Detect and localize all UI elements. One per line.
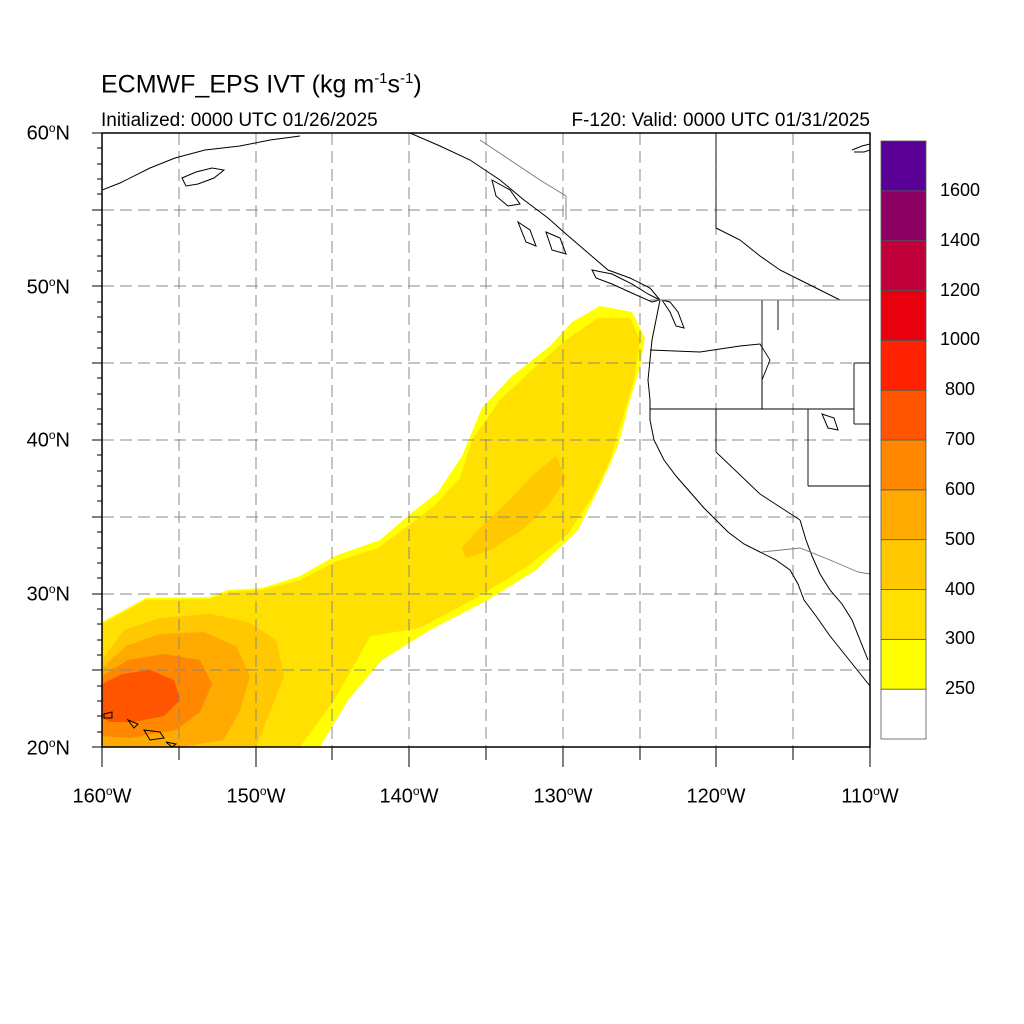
political-boundaries xyxy=(479,133,870,575)
lon-label-130w: 130oW xyxy=(533,784,593,808)
colorbar-box-11 xyxy=(880,140,927,192)
lon-label-110w: 110oW xyxy=(841,784,899,808)
ivt-band-400-east xyxy=(462,456,566,558)
lat-label-50: 50oN xyxy=(26,275,70,299)
colorbar-label-700: 700 xyxy=(944,429,976,449)
colorbar-box-8 xyxy=(880,290,927,341)
colorbar-label-800: 800 xyxy=(944,379,976,400)
colorbar-box-10 xyxy=(880,190,927,242)
colorbar-label-1000: 1000 xyxy=(939,329,981,350)
colorbar-box-5 xyxy=(880,439,927,491)
lon-label-160w: 160oW xyxy=(72,784,132,808)
lat-label-20: 20oN xyxy=(26,736,70,760)
coastlines xyxy=(102,133,870,747)
colorbar-box-3 xyxy=(880,539,927,590)
colorbar-label-300: 300 xyxy=(944,628,976,649)
graticule xyxy=(102,133,870,747)
lat-label-40: 40oN xyxy=(26,428,70,452)
lon-label-140w: 140oW xyxy=(379,784,439,808)
lon-label-150w: 150oW xyxy=(226,784,286,808)
ivt-band-700 xyxy=(102,670,180,722)
colorbar-box-9 xyxy=(880,240,927,291)
lat-label-60: 60oN xyxy=(26,121,70,145)
lat-label-30: 30oN xyxy=(26,582,70,606)
colorbar-box-1 xyxy=(880,638,927,690)
colorbar-label-1600: 1600 xyxy=(939,179,981,200)
ivt-shading xyxy=(102,306,645,747)
colorbar-label-1200: 1200 xyxy=(939,279,981,300)
valid-time: F-120: Valid: 0000 UTC 01/31/2025 xyxy=(571,110,870,131)
colorbar-box-0 xyxy=(880,688,927,740)
colorbar-label-400: 400 xyxy=(944,578,976,599)
colorbar xyxy=(880,140,927,740)
colorbar-box-7 xyxy=(880,339,927,391)
lon-label-120w: 120oW xyxy=(686,784,746,808)
axis-ticks xyxy=(92,132,871,767)
colorbar-box-4 xyxy=(880,489,927,541)
colorbar-box-6 xyxy=(880,389,927,441)
map-title: ECMWF_EPS IVT (kg m-1s-1) xyxy=(101,70,422,99)
colorbar-label-600: 600 xyxy=(944,478,976,499)
colorbar-label-500: 500 xyxy=(944,528,976,549)
colorbar-box-2 xyxy=(880,589,927,640)
colorbar-label-250: 250 xyxy=(944,678,976,699)
colorbar-label-1400: 1400 xyxy=(939,229,981,250)
initialized-time: Initialized: 0000 UTC 01/26/2025 xyxy=(101,110,378,131)
